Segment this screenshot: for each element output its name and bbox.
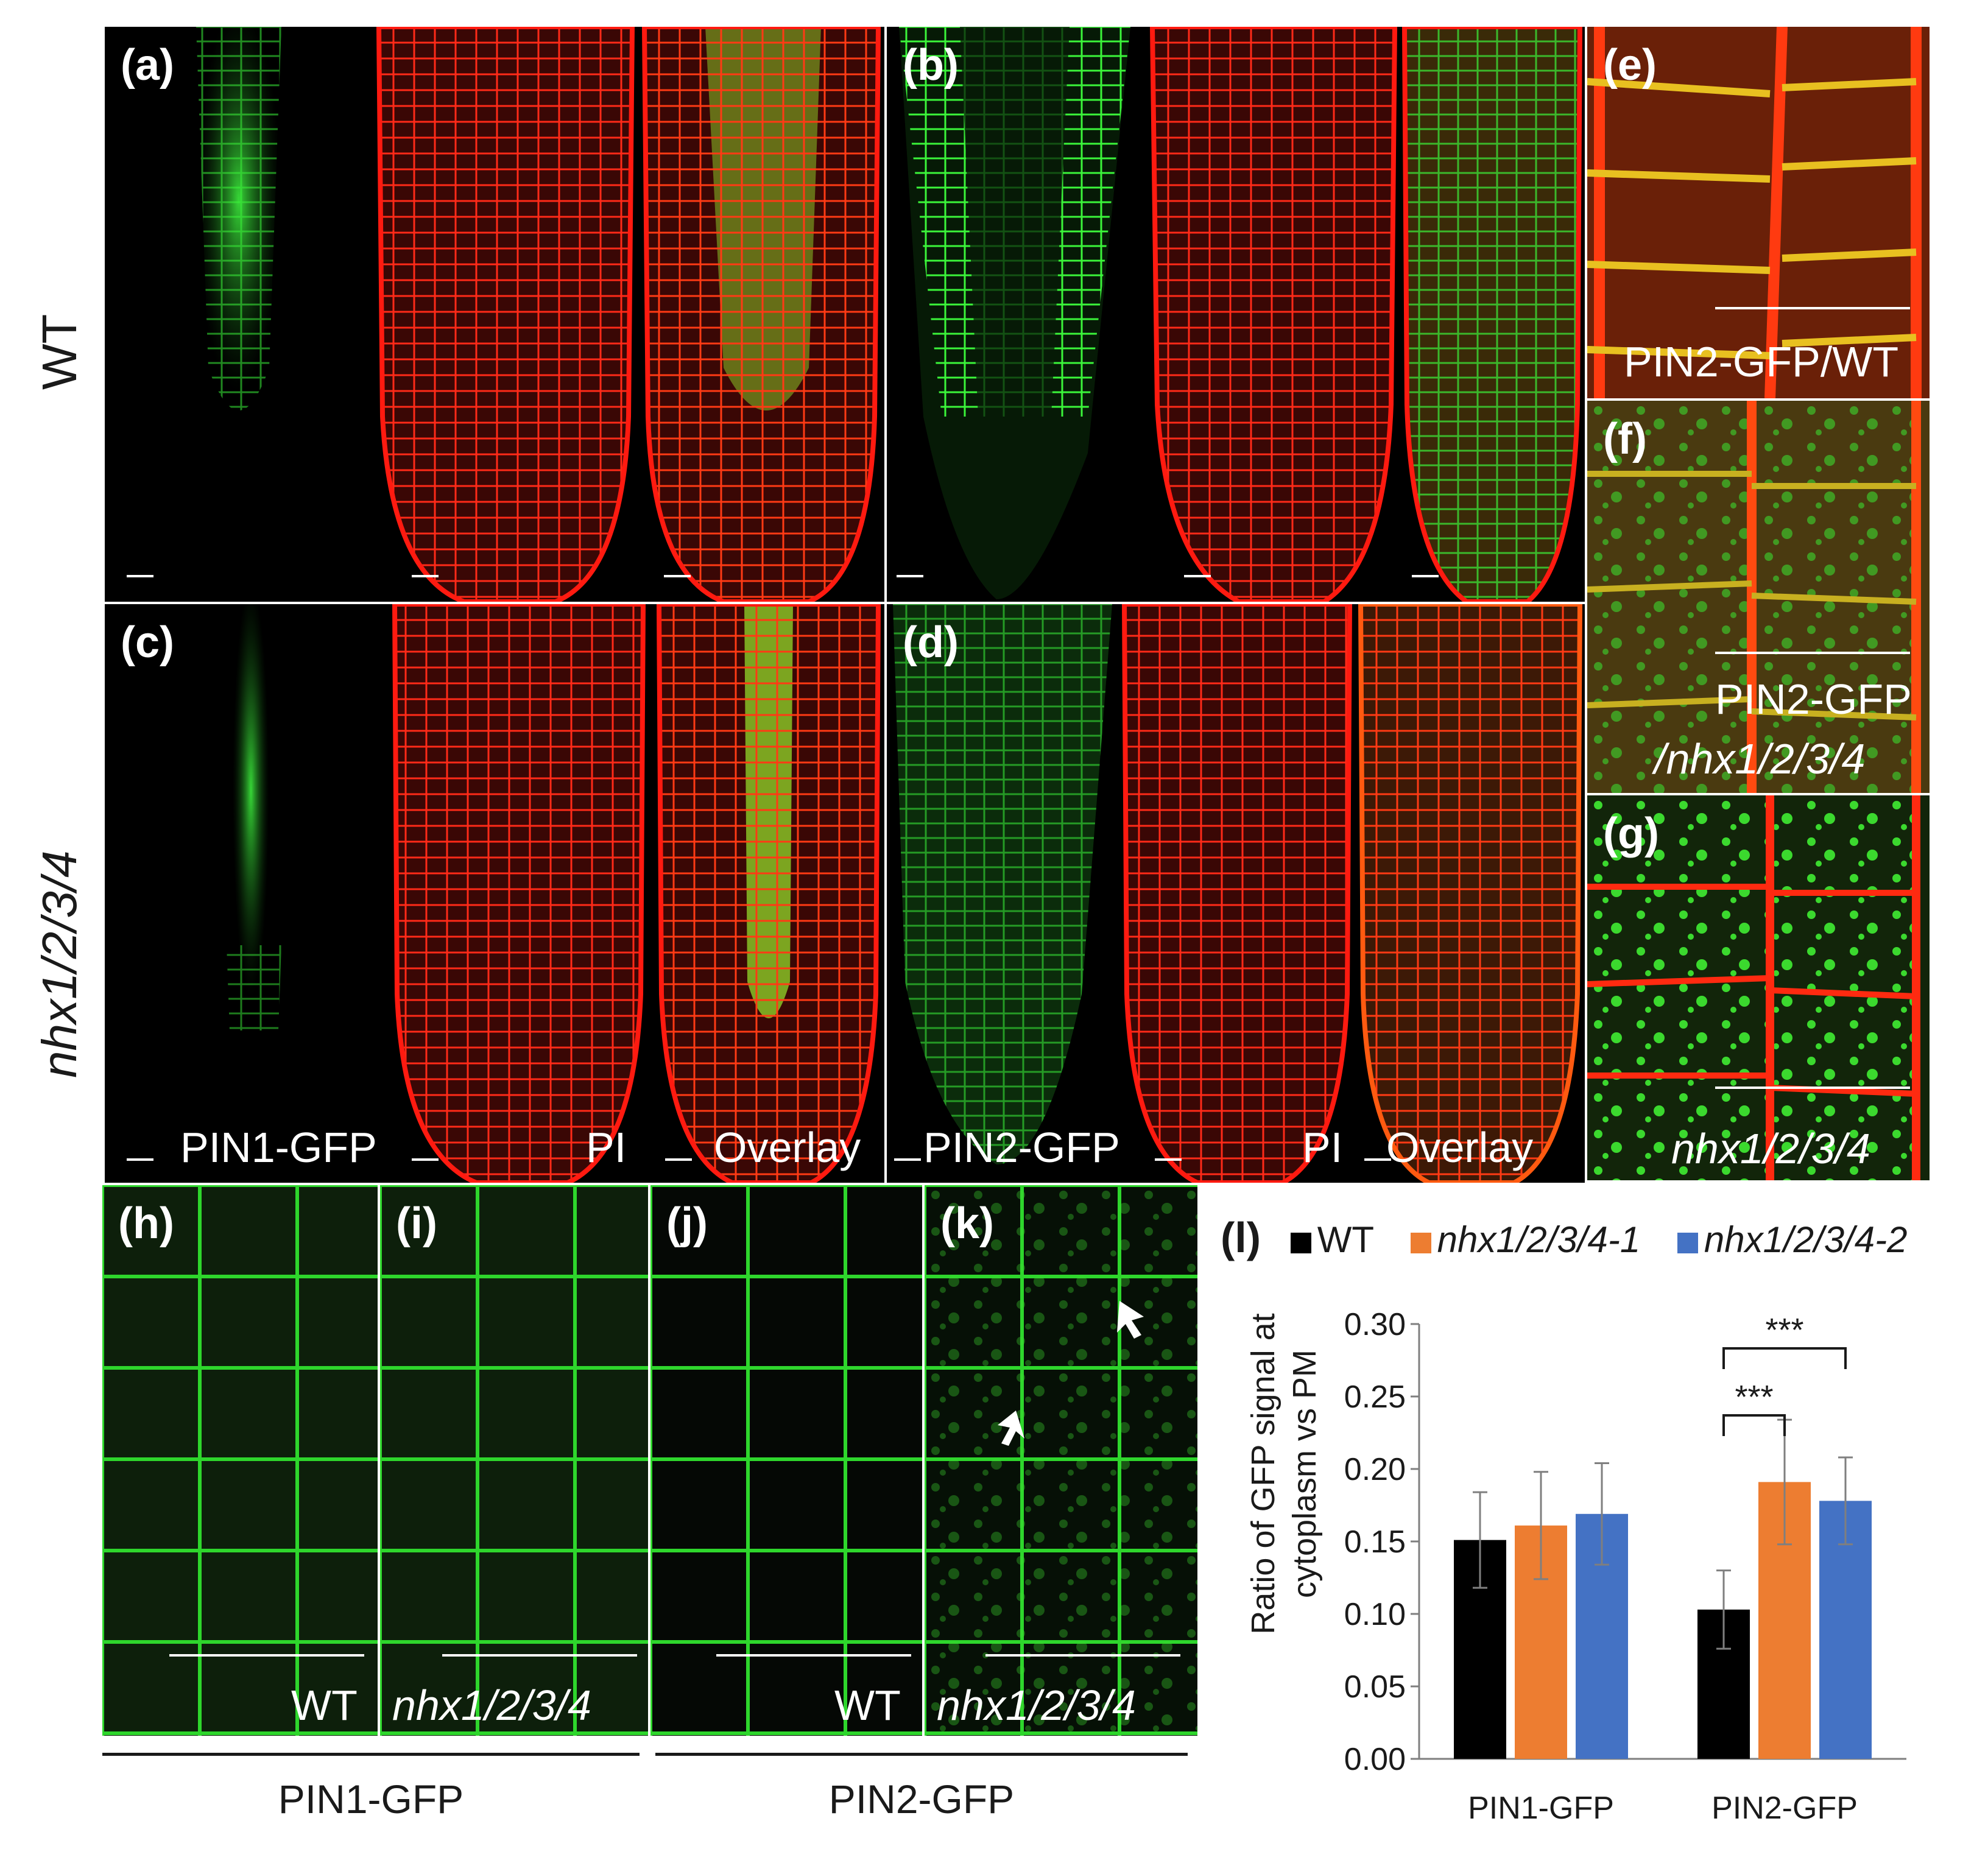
panel-d-pi: PI [1118, 604, 1356, 1183]
panel-label-h: (h) [118, 1199, 174, 1248]
scale-bar [1184, 575, 1211, 577]
y-axis-label: Ratio of GFP signal at cytoplasm vs PM [1245, 1313, 1323, 1634]
row-label-wt: WT [32, 314, 86, 390]
bar-chart-l: Ratio of GFP signal at cytoplasm vs PM 0… [1245, 1307, 1906, 1826]
arrow-icon [998, 1411, 1024, 1446]
panel-e-label: PIN2-GFP/WT [1624, 338, 1899, 386]
panel-k: (k) nhx1/2/3/4 [925, 1185, 1197, 1736]
panel-label-f: (f) [1603, 415, 1647, 463]
significance-label: *** [1765, 1312, 1803, 1348]
y-axis-label-line2: cytoplasm vs PM [1286, 1350, 1323, 1598]
y-axis-label-line1: Ratio of GFP signal at [1245, 1313, 1281, 1634]
channel-label-pin1: PIN1-GFP [180, 1124, 377, 1171]
chart-legend: (l) WT nhx1/2/3/4-1 nhx1/2/3/4-2 [1221, 1213, 1907, 1262]
x-tick-label: PIN1-GFP [1468, 1791, 1614, 1826]
scale-bar [1155, 1158, 1182, 1161]
y-tick-label: 0.05 [1344, 1669, 1406, 1705]
panel-label-e: (e) [1603, 41, 1657, 90]
group-line-pin2 [655, 1753, 1188, 1756]
channel-label-pi: PI [1302, 1124, 1343, 1171]
y-tick-label: 0.15 [1344, 1524, 1406, 1560]
panel-j: (j) WT [650, 1185, 922, 1736]
group-label-pin1: PIN1-GFP [278, 1777, 464, 1822]
legend-label-wt: WT [1317, 1219, 1373, 1260]
scale-bar [169, 1654, 364, 1657]
panel-c-overlay: Overlay [653, 604, 884, 1183]
legend-label-mutant-1: nhx1/2/3/4-1 [1437, 1219, 1641, 1260]
scale-bar [1364, 1158, 1391, 1161]
panel-d-overlay: Overlay [1356, 604, 1585, 1183]
scale-bar [716, 1654, 911, 1657]
panel-d-gfp: (d) PIN2-GFP [887, 604, 1118, 1183]
scale-bar [412, 575, 439, 577]
row-label-mutant: nhx1/2/3/4 [32, 850, 86, 1078]
panel-e: (e) PIN2-GFP/WT [1587, 27, 1930, 398]
panel-f-label-line1: PIN2-GFP [1715, 675, 1912, 723]
scale-bar [985, 1654, 1180, 1657]
panel-label-l: (l) [1221, 1214, 1261, 1261]
significance-bracket [1722, 1347, 1847, 1369]
y-tick-label: 0.00 [1344, 1742, 1406, 1777]
y-tick-label: 0.30 [1344, 1307, 1406, 1342]
y-tick-label: 0.10 [1344, 1597, 1406, 1632]
panel-i: (i) nhx1/2/3/4 [380, 1185, 648, 1736]
scale-bar [1412, 575, 1439, 577]
scale-bar [1715, 652, 1910, 654]
panel-a-gfp: (a) [105, 27, 373, 602]
panel-label-d: (d) [903, 618, 959, 667]
scale-bar [442, 1654, 637, 1657]
x-tick-label: PIN2-GFP [1711, 1791, 1858, 1826]
panel-b-pi [1147, 27, 1400, 602]
legend-label-mutant-2: nhx1/2/3/4-2 [1704, 1219, 1908, 1260]
group-label-pin2: PIN2-GFP [828, 1777, 1015, 1822]
scale-bar [127, 1158, 153, 1161]
channel-label-overlay: Overlay [714, 1124, 861, 1171]
panel-a-overlay [638, 27, 884, 602]
panel-label-i: (i) [396, 1199, 437, 1248]
panel-c-pi: PI [385, 604, 653, 1183]
scale-bar [897, 575, 923, 577]
panel-i-label: nhx1/2/3/4 [392, 1682, 591, 1729]
panel-g-label: nhx1/2/3/4 [1671, 1125, 1870, 1172]
panel-label-k: (k) [940, 1199, 994, 1248]
panel-h: (h) WT [102, 1185, 378, 1736]
panel-f-label-line2: /nhx1/2/3/4 [1654, 735, 1866, 783]
panel-j-label: WT [834, 1682, 901, 1729]
scale-bar [412, 1158, 439, 1161]
scale-bar [664, 575, 691, 577]
panel-label-b: (b) [903, 41, 959, 90]
legend-swatch-wt [1290, 1233, 1311, 1253]
scale-bar [665, 1158, 692, 1161]
panel-g: (g) nhx1/2/3/4 [1587, 795, 1930, 1180]
arrow-icon [1117, 1301, 1144, 1339]
legend-swatch-mutant-1 [1410, 1233, 1431, 1253]
y-tick-label: 0.25 [1344, 1379, 1406, 1415]
channel-label-pi: PI [586, 1124, 627, 1171]
panel-b-overlay [1400, 27, 1585, 602]
y-tick-label: 0.20 [1344, 1452, 1406, 1487]
scale-bar [894, 1158, 921, 1161]
panel-k-label: nhx1/2/3/4 [937, 1682, 1136, 1729]
group-line-pin1 [102, 1753, 640, 1756]
scale-bar [127, 575, 153, 577]
panel-label-c: (c) [121, 618, 174, 667]
panel-a-pi [373, 27, 638, 602]
panel-h-label: WT [291, 1682, 358, 1729]
panel-label-a: (a) [121, 41, 174, 90]
scale-bar [1715, 1087, 1910, 1089]
channel-label-pin2: PIN2-GFP [923, 1124, 1118, 1171]
significance-label: *** [1735, 1379, 1773, 1415]
panel-c-gfp: (c) PIN1-GFP [105, 604, 385, 1183]
panel-b-gfp: (b) [887, 27, 1147, 602]
legend-swatch-mutant-2 [1677, 1233, 1698, 1253]
panel-label-g: (g) [1603, 809, 1659, 858]
scale-bar [1715, 307, 1910, 309]
panel-label-j: (j) [666, 1199, 708, 1248]
significance-bracket [1722, 1414, 1786, 1436]
channel-label-overlay: Overlay [1386, 1124, 1534, 1171]
panel-f: (f) PIN2-GFP /nhx1/2/3/4 [1587, 401, 1930, 793]
